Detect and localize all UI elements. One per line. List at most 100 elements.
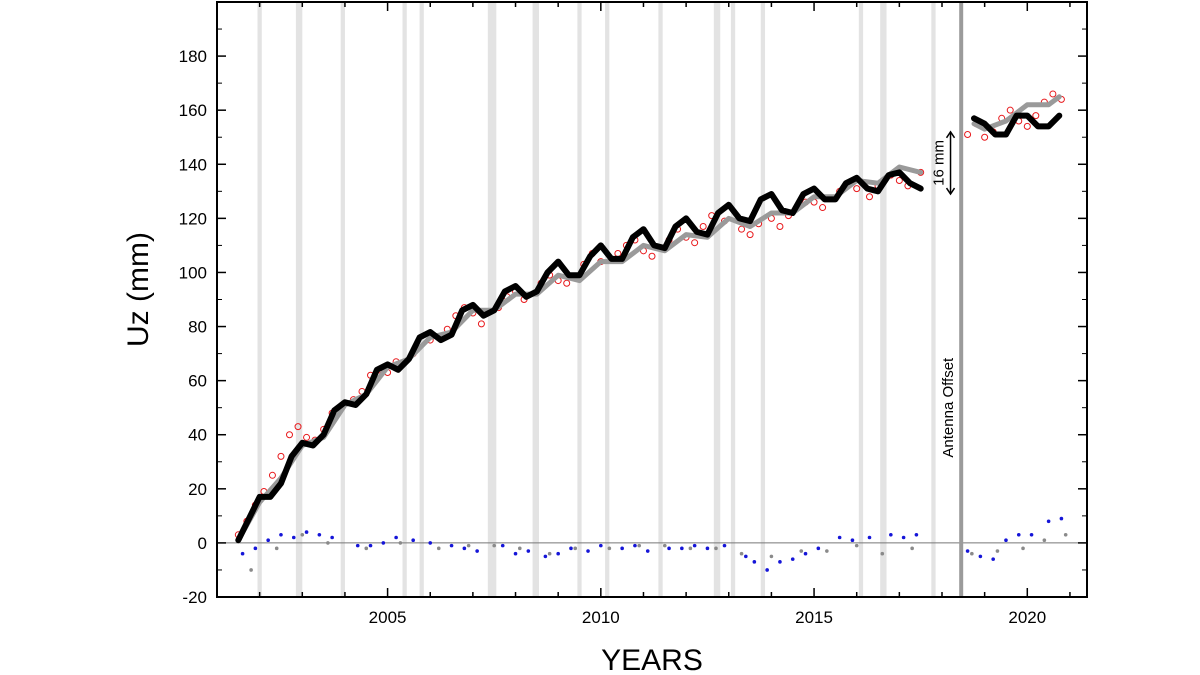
y-axis-title: Uz (mm): [122, 232, 155, 347]
residual_secondary-point: [637, 543, 642, 548]
observed-point: [648, 252, 656, 260]
residual_secondary-point: [854, 543, 859, 548]
y-tick-label: 120: [179, 209, 207, 228]
observed-point: [1049, 90, 1057, 98]
observed-point: [1023, 122, 1031, 130]
residual_primary-point: [240, 551, 245, 556]
offset-magnitude-label: 16 mm: [931, 140, 948, 186]
residual_primary-point: [765, 568, 769, 572]
residual_secondary-point: [799, 549, 804, 553]
residual_primary-point: [867, 535, 872, 540]
observed-point: [1032, 112, 1040, 120]
plot-frame: [216, 1, 1088, 598]
observed-point: [614, 250, 622, 258]
residual_primary-point: [586, 549, 590, 553]
observed-point: [853, 185, 861, 193]
offset-arrow-head-top: [945, 130, 956, 139]
residual_primary-point: [620, 546, 624, 551]
residual_secondary-point: [517, 546, 522, 551]
observed-point: [866, 193, 873, 201]
data-gap-band: [532, 2, 539, 597]
residual_primary-point: [1016, 532, 1021, 537]
residual_secondary-point: [880, 551, 885, 556]
x-tick-label: 2005: [369, 608, 407, 627]
residual_primary-point: [449, 543, 454, 548]
residual_primary-point: [569, 546, 573, 551]
data-gap-band: [402, 2, 407, 597]
y-tick-label: 160: [179, 101, 207, 120]
y-tick-label: 20: [188, 480, 207, 499]
residual_primary-point: [368, 543, 373, 548]
y-tick-label: 0: [198, 534, 207, 553]
residual_secondary-point: [688, 546, 693, 551]
residual_secondary-point: [300, 532, 305, 537]
y-tick-label: 180: [179, 47, 207, 66]
residual_secondary-point: [249, 568, 253, 572]
residual_primary-point: [633, 543, 637, 548]
residual_secondary-point: [1042, 538, 1047, 543]
residual_primary-point: [500, 543, 505, 548]
residual_primary-point: [304, 530, 309, 534]
residual_primary-point: [692, 543, 697, 548]
residual_primary-point: [543, 554, 548, 559]
x-tick-label: 2010: [582, 608, 620, 627]
residual_secondary-point: [970, 551, 974, 556]
y-tick-label: -20: [182, 588, 207, 607]
x-axis: 2005 2010 2015 2020: [216, 2, 1071, 627]
residual_primary-point: [645, 549, 650, 553]
residual_primary-point: [914, 532, 919, 537]
residual_primary-point: [889, 532, 893, 537]
residual_primary-point: [317, 532, 322, 537]
residual_primary-point: [428, 541, 433, 545]
data-gap-band: [577, 2, 582, 597]
y-tick-label: 140: [179, 155, 207, 174]
residual_primary-point: [526, 549, 531, 553]
residual_secondary-point: [714, 546, 718, 551]
residual_primary-point: [599, 543, 603, 548]
observed-point: [981, 133, 989, 141]
residual_secondary-point: [547, 551, 552, 556]
observed-point: [691, 239, 699, 247]
observed-point: [895, 177, 903, 184]
residual_primary-point: [850, 538, 855, 543]
residual_primary-point: [722, 543, 727, 548]
x-axis-title: YEARS: [601, 644, 703, 675]
residual_primary-point: [667, 546, 671, 551]
residual_secondary-point: [364, 546, 369, 551]
y-tick-label: 80: [188, 318, 207, 337]
residual_primary-point: [513, 551, 518, 556]
observed-point: [699, 222, 707, 230]
residual_primary-point: [965, 549, 970, 553]
residual_secondary-point: [662, 543, 667, 548]
residual_secondary-point: [607, 546, 612, 551]
data-gap-band: [760, 2, 766, 597]
x-tick-label: 2020: [1008, 608, 1046, 627]
residual_secondary-point: [910, 546, 914, 551]
residual_primary-point: [330, 535, 334, 540]
residual_secondary-point: [739, 551, 744, 556]
residual_primary-point: [744, 554, 748, 559]
residual_primary-point: [475, 549, 479, 553]
observed-point: [776, 222, 784, 230]
residual_secondary-point: [769, 554, 774, 559]
data-gap-bands: [257, 2, 936, 597]
data-gap-band: [419, 2, 424, 597]
data-gap-band: [605, 2, 610, 597]
model_black-line: [971, 112, 1063, 138]
residual_secondary-point: [1063, 532, 1068, 537]
residual_primary-point: [1004, 538, 1008, 543]
data-gap-band: [487, 2, 497, 597]
data-gap-band: [295, 2, 303, 597]
data-gap-band: [713, 2, 721, 597]
residual_primary-point: [778, 560, 782, 564]
residual_secondary-point: [326, 541, 330, 545]
offset-magnitude-arrow: [945, 130, 956, 196]
residual_primary-point: [901, 535, 906, 540]
residual_primary-point: [705, 546, 710, 551]
residual_primary-point: [266, 538, 270, 543]
y-tick-label: 40: [188, 426, 207, 445]
antenna-offset-label: Antenna Offset: [940, 357, 957, 458]
observed-point: [563, 279, 571, 287]
series-layer: [234, 90, 1068, 572]
observed-point: [277, 452, 285, 460]
